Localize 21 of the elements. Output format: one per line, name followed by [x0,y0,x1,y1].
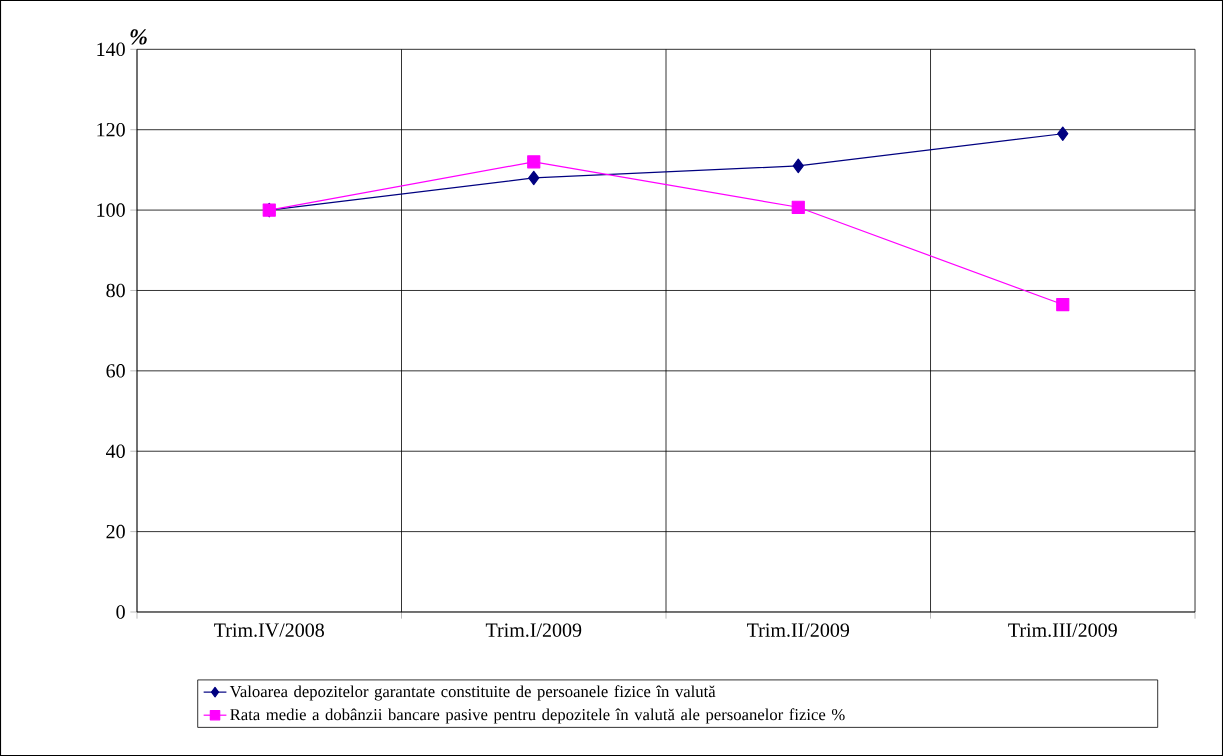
point [1057,126,1069,141]
legend-label: Rata medie a dobânzii bancare pasive pentru depozitele în valută ale persoanelor fizice % [230,708,845,724]
y-tick-label: 40 [106,444,125,458]
y-tick-label: 120 [97,122,125,137]
y-tick-label: 100 [97,203,125,217]
point [791,200,805,214]
y-axis-title: % [130,29,147,45]
y-tick-label: 0 [116,605,125,619]
point [1056,297,1070,312]
x-tick-label: Trim.IV/2008 [214,623,324,637]
point [792,158,804,174]
y-tick-label: 80 [106,283,125,298]
x-tick-label: Trim.I/2009 [485,623,582,637]
y-tick-label: 60 [106,364,125,378]
point [527,155,541,169]
x-tick-label: Trim.II/2009 [747,623,850,637]
y-tick-label: 140 [97,42,125,57]
point [528,170,540,186]
y-tick-label: 20 [106,524,125,539]
x-tick-label: Trim.III/2009 [1008,623,1117,637]
legend-label: Valoarea depozitelor garantate constituite de persoanele fizice în valută [229,685,716,701]
